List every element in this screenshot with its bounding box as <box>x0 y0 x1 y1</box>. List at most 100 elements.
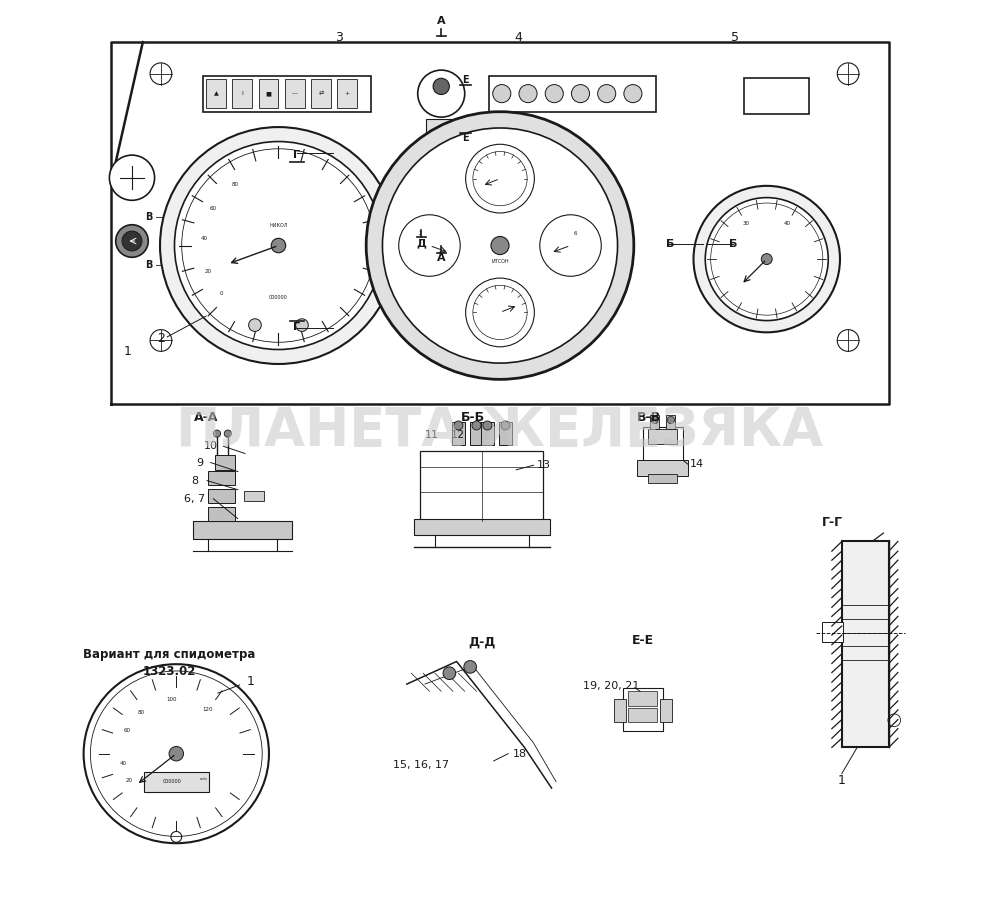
Text: ▲: ▲ <box>214 91 218 96</box>
Text: Е: Е <box>462 75 469 85</box>
Text: 80: 80 <box>138 709 145 715</box>
Circle shape <box>296 318 308 331</box>
Bar <box>648 474 677 483</box>
Bar <box>643 427 683 462</box>
Bar <box>842 541 889 747</box>
Text: 80: 80 <box>232 181 239 187</box>
Ellipse shape <box>84 664 269 844</box>
Circle shape <box>694 186 840 332</box>
Bar <box>232 79 252 108</box>
Circle shape <box>418 70 465 117</box>
Circle shape <box>483 421 492 430</box>
Text: Г: Г <box>293 150 300 161</box>
Text: Е: Е <box>462 133 469 143</box>
Text: ПЛАНЕТА ЖЕЛЕЗЯКА: ПЛАНЕТА ЖЕЛЕЗЯКА <box>176 405 824 457</box>
Text: В: В <box>145 260 153 270</box>
Circle shape <box>493 84 511 102</box>
Bar <box>426 119 460 139</box>
Text: 10: 10 <box>204 442 218 452</box>
Text: 20: 20 <box>204 268 211 274</box>
Circle shape <box>837 329 859 351</box>
Circle shape <box>160 127 397 364</box>
Circle shape <box>651 416 658 424</box>
Circle shape <box>472 421 481 430</box>
Circle shape <box>705 198 828 320</box>
Bar <box>434 88 448 113</box>
Text: 60: 60 <box>210 206 217 210</box>
Bar <box>285 79 305 108</box>
Text: А-А: А-А <box>194 411 218 424</box>
Text: В-В: В-В <box>637 411 661 424</box>
Text: 1: 1 <box>124 345 131 358</box>
Circle shape <box>433 78 449 94</box>
Circle shape <box>443 667 456 679</box>
Bar <box>203 75 371 112</box>
Text: 9: 9 <box>196 457 203 467</box>
Text: 1323.02: 1323.02 <box>142 665 196 678</box>
Circle shape <box>399 215 460 277</box>
Bar <box>414 519 550 535</box>
Text: 18: 18 <box>513 748 527 758</box>
Bar <box>489 75 656 112</box>
Text: Вариант для спидометра: Вариант для спидометра <box>83 648 255 660</box>
Circle shape <box>491 237 509 255</box>
Circle shape <box>519 84 537 102</box>
Circle shape <box>837 63 859 84</box>
Circle shape <box>571 84 590 102</box>
Circle shape <box>382 128 618 363</box>
Bar <box>206 79 226 108</box>
Circle shape <box>116 225 148 258</box>
Text: НИКОЛ: НИКОЛ <box>269 223 288 229</box>
Circle shape <box>249 318 261 331</box>
Circle shape <box>454 421 463 430</box>
Bar <box>244 492 264 501</box>
Circle shape <box>761 254 772 265</box>
Bar <box>628 691 657 706</box>
Text: 40: 40 <box>200 237 207 241</box>
Text: 2: 2 <box>419 231 422 237</box>
Circle shape <box>540 215 601 277</box>
Text: —: — <box>292 91 298 96</box>
Bar <box>420 451 543 522</box>
Text: 0: 0 <box>219 291 223 297</box>
Circle shape <box>271 239 286 253</box>
Bar <box>311 79 331 108</box>
Bar <box>193 522 292 540</box>
Bar <box>637 460 688 476</box>
Bar <box>623 688 663 731</box>
Circle shape <box>169 746 184 761</box>
Text: 40: 40 <box>784 220 791 226</box>
Bar <box>648 429 677 444</box>
Text: 6: 6 <box>573 231 577 237</box>
Text: 120: 120 <box>202 707 213 712</box>
Text: 20: 20 <box>126 778 133 784</box>
Bar <box>452 422 465 445</box>
Circle shape <box>466 144 534 213</box>
Text: 14: 14 <box>690 459 704 469</box>
Text: Д: Д <box>416 239 426 249</box>
Circle shape <box>366 112 634 379</box>
Text: 3: 3 <box>335 31 343 44</box>
Text: 100: 100 <box>166 697 177 702</box>
Text: ■: ■ <box>266 91 271 96</box>
Circle shape <box>598 84 616 102</box>
Text: 11: 11 <box>425 431 439 441</box>
Text: +: + <box>345 91 350 96</box>
Circle shape <box>624 84 642 102</box>
Text: 13: 13 <box>536 460 550 470</box>
Circle shape <box>213 430 221 437</box>
Bar <box>240 327 316 336</box>
Text: 6, 7: 6, 7 <box>184 493 205 503</box>
Bar <box>337 79 357 108</box>
Text: 5: 5 <box>731 31 739 44</box>
Bar <box>650 414 659 429</box>
Bar <box>499 422 512 445</box>
Text: Б-Б: Б-Б <box>461 411 485 424</box>
Bar <box>614 698 626 722</box>
Circle shape <box>466 278 534 346</box>
Circle shape <box>174 141 382 349</box>
Bar <box>822 621 843 641</box>
Text: 40: 40 <box>119 761 126 766</box>
Text: 1: 1 <box>838 775 846 787</box>
Text: 2: 2 <box>157 332 165 346</box>
